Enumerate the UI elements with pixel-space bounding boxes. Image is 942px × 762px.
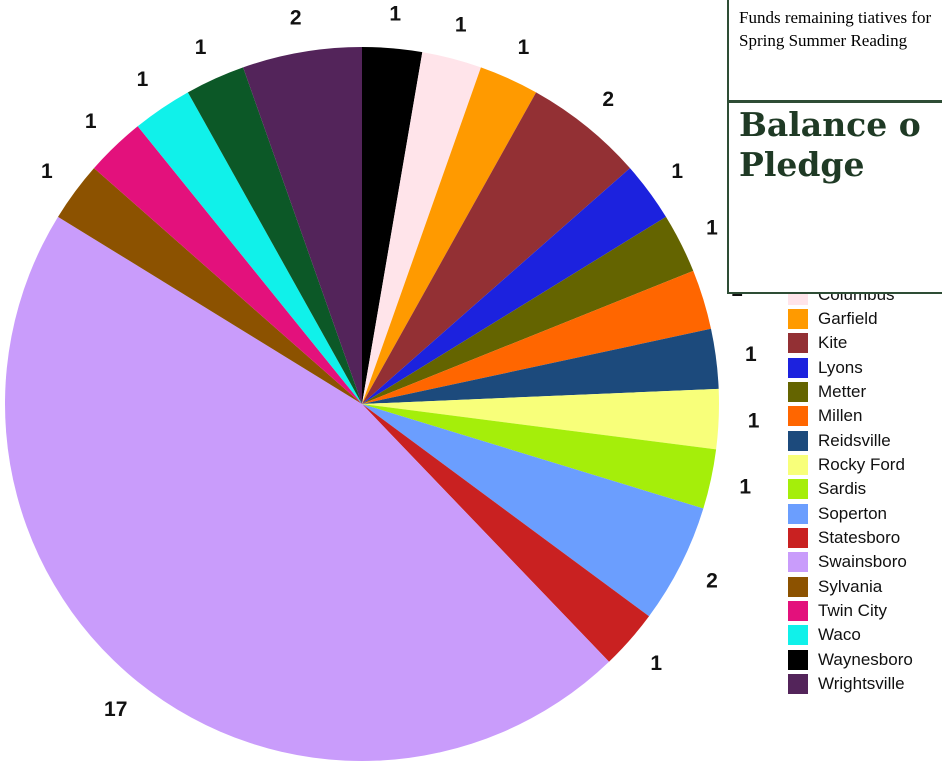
legend-label: Waco — [818, 625, 861, 645]
slice-value-label-columbus: 1 — [455, 14, 467, 37]
legend-label: Metter — [818, 381, 867, 401]
slice-metter — [362, 216, 694, 404]
pie-slices — [4, 47, 719, 762]
legend-item-reidsville: Reidsville — [788, 428, 913, 452]
legend-swatch — [788, 674, 808, 695]
legend-item-soperton: Soperton — [788, 501, 913, 525]
slice-waco — [137, 92, 362, 405]
legend-swatch — [788, 357, 808, 378]
slice-soperton — [362, 404, 704, 617]
legend-item-twin-city: Twin City — [788, 599, 913, 623]
slice-reidsville — [362, 328, 719, 404]
legend-swatch — [788, 333, 808, 354]
legend-label: Wrightsville — [818, 674, 905, 694]
slice-columbus — [362, 52, 481, 404]
legend-label: Twin City — [818, 600, 887, 620]
note-divider — [729, 100, 942, 103]
legend-item-lyons: Lyons — [788, 355, 913, 379]
slice-waynesboro — [362, 47, 423, 404]
legend-item-garfield: Garfield — [788, 307, 913, 331]
legend-item-millen: Millen — [788, 404, 913, 428]
slice-garfield — [362, 67, 537, 404]
legend-label: Garfield — [818, 308, 878, 328]
legend-item-sylvania: Sylvania — [788, 574, 913, 598]
slice-value-label-soperton: 2 — [706, 569, 718, 592]
slice-statesboro — [362, 404, 650, 662]
slice-value-label-sylvania: 1 — [41, 160, 53, 183]
chart-legend: BartowColumbusGarfieldKiteLyonsMetterMil… — [788, 258, 913, 696]
slice-value-label-bartow: 1 — [195, 36, 207, 59]
slice-bartow — [187, 67, 362, 404]
slice-lyons — [362, 168, 666, 404]
slice-sardis — [362, 404, 717, 509]
legend-swatch — [788, 576, 808, 597]
legend-swatch — [788, 454, 808, 475]
note-panel: Funds remaining tiatives for Spring Summ… — [727, 0, 942, 294]
slice-sylvania — [58, 168, 363, 404]
slice-value-label-lyons: 1 — [671, 160, 683, 183]
slice-value-label-sardis: 1 — [739, 476, 751, 499]
legend-swatch — [788, 430, 808, 451]
legend-swatch — [788, 479, 808, 500]
slice-wrightsville — [243, 47, 362, 404]
legend-swatch — [788, 625, 808, 646]
legend-label: Soperton — [818, 503, 887, 523]
slice-value-label-wrightsville: 2 — [290, 7, 302, 30]
slice-value-label-twin-city: 1 — [85, 110, 97, 133]
legend-item-kite: Kite — [788, 331, 913, 355]
slice-value-label-kite: 2 — [602, 88, 614, 111]
legend-item-metter: Metter — [788, 380, 913, 404]
slice-value-label-garfield: 1 — [518, 36, 530, 59]
legend-label: Swainsboro — [818, 552, 907, 572]
slice-value-label-waynesboro: 1 — [389, 2, 401, 25]
legend-swatch — [788, 527, 808, 548]
legend-item-statesboro: Statesboro — [788, 526, 913, 550]
slice-value-label-reidsville: 1 — [745, 343, 757, 366]
legend-label: Millen — [818, 406, 863, 426]
legend-label: Kite — [818, 333, 848, 353]
legend-item-sardis: Sardis — [788, 477, 913, 501]
slice-swainsboro — [4, 216, 610, 762]
legend-label: Sylvania — [818, 576, 883, 596]
legend-item-swainsboro: Swainsboro — [788, 550, 913, 574]
slice-value-label-metter: 1 — [706, 217, 718, 240]
slice-twin-city — [94, 126, 363, 404]
slice-rocky-ford — [362, 388, 719, 450]
legend-label: Sardis — [818, 479, 867, 499]
slice-millen — [362, 270, 711, 404]
slice-kite — [362, 92, 630, 405]
note-text: Funds remaining tiatives for Spring Summ… — [739, 8, 932, 50]
legend-item-wrightsville: Wrightsville — [788, 672, 913, 696]
legend-swatch — [788, 308, 808, 329]
legend-label: Reidsville — [818, 430, 891, 450]
legend-item-waco: Waco — [788, 623, 913, 647]
legend-item-rocky-ford: Rocky Ford — [788, 453, 913, 477]
slice-value-label-rocky-ford: 1 — [748, 410, 760, 433]
legend-swatch — [788, 503, 808, 524]
legend-label: Statesboro — [818, 527, 901, 547]
legend-item-waynesboro: Waynesboro — [788, 648, 913, 672]
legend-label: Rocky Ford — [818, 454, 905, 474]
legend-label: Waynesboro — [818, 649, 913, 669]
slice-value-label-waco: 1 — [137, 68, 149, 91]
legend-label: Lyons — [818, 357, 863, 377]
legend-swatch — [788, 649, 808, 670]
note-heading: Balance o Pledge — [739, 105, 921, 184]
legend-swatch — [788, 406, 808, 427]
slice-value-label-statesboro: 1 — [650, 652, 662, 675]
slice-value-label-swainsboro: 17 — [104, 698, 127, 721]
legend-swatch — [788, 552, 808, 573]
legend-swatch — [788, 381, 808, 402]
legend-swatch — [788, 600, 808, 621]
